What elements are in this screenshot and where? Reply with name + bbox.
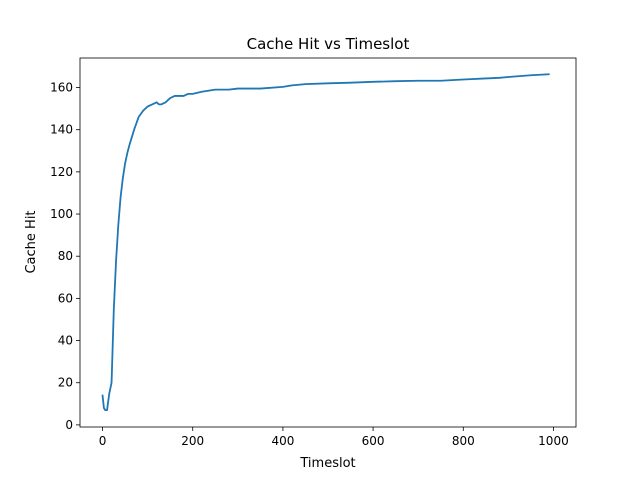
y-tick-label: 120 (50, 165, 73, 179)
y-tick-label: 40 (58, 334, 73, 348)
x-tick-label: 200 (181, 434, 204, 448)
y-tick-label: 0 (65, 418, 73, 432)
plot-area (101, 73, 550, 412)
y-axis: 0 20 40 60 80 100 120 140 160 (50, 81, 80, 432)
y-tick-label: 160 (50, 81, 73, 95)
x-tick-label: 800 (452, 434, 475, 448)
y-tick-label: 20 (58, 376, 73, 390)
y-tick-label: 140 (50, 123, 73, 137)
x-tick-label: 400 (271, 434, 294, 448)
x-tick-label: 1000 (538, 434, 569, 448)
x-axis: 0 200 400 600 800 1000 (99, 427, 569, 448)
y-axis-label: Cache Hit (24, 210, 39, 273)
chart-title: Cache Hit vs Timeslot (247, 35, 410, 53)
y-tick-label: 80 (58, 249, 73, 263)
plot-frame (79, 57, 577, 428)
x-tick-label: 600 (362, 434, 385, 448)
y-tick-label: 100 (50, 207, 73, 221)
x-tick-label: 0 (99, 434, 107, 448)
x-axis-label: Timeslot (299, 456, 355, 471)
y-tick-label: 60 (58, 291, 73, 305)
series-line-0 (101, 73, 550, 412)
